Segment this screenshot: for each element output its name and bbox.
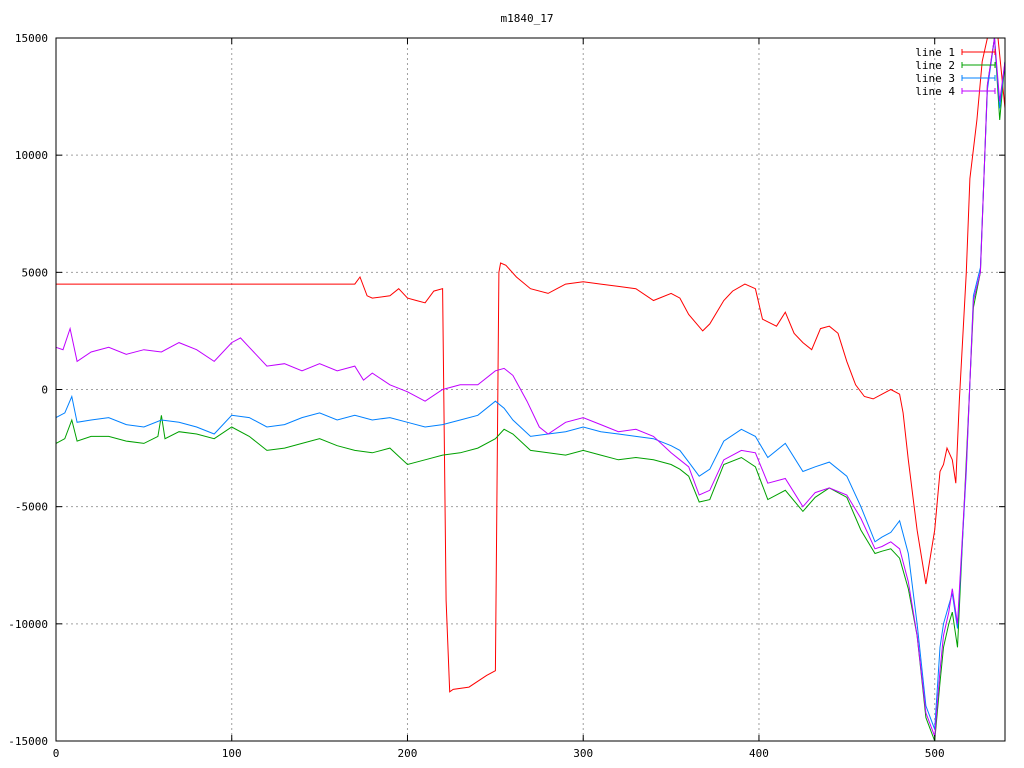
y-tick-label: 0	[41, 384, 48, 397]
x-tick-label: 400	[749, 747, 769, 760]
y-tick-label: 15000	[15, 32, 48, 45]
x-tick-label: 100	[222, 747, 242, 760]
chart-title: m1840_17	[501, 12, 554, 25]
y-tick-label: -15000	[8, 735, 48, 748]
grid-layer	[56, 38, 1005, 741]
legend-label: line 4	[915, 85, 955, 98]
y-tick-label: 10000	[15, 149, 48, 162]
tick-layer: 0 100 200 300 400 500 -15000 -10000 -5000 0 5000 10…	[8, 32, 1005, 760]
x-tick-label: 300	[573, 747, 593, 760]
series-layer	[55, 37, 1006, 742]
x-tick-label: 500	[925, 747, 945, 760]
series-line-1	[56, 37, 1006, 693]
series-line-3	[55, 37, 1006, 730]
series-line-2	[55, 37, 1006, 742]
y-tick-label: -5000	[15, 501, 48, 514]
legend-label: line 1	[915, 46, 955, 59]
series-line-4	[55, 37, 1006, 737]
legend-label: line 2	[915, 59, 955, 72]
x-tick-label: 200	[398, 747, 418, 760]
legend-label: line 3	[915, 72, 955, 85]
x-tick-label: 0	[53, 747, 60, 760]
y-tick-label: 5000	[22, 266, 49, 279]
y-tick-label: -10000	[8, 618, 48, 631]
